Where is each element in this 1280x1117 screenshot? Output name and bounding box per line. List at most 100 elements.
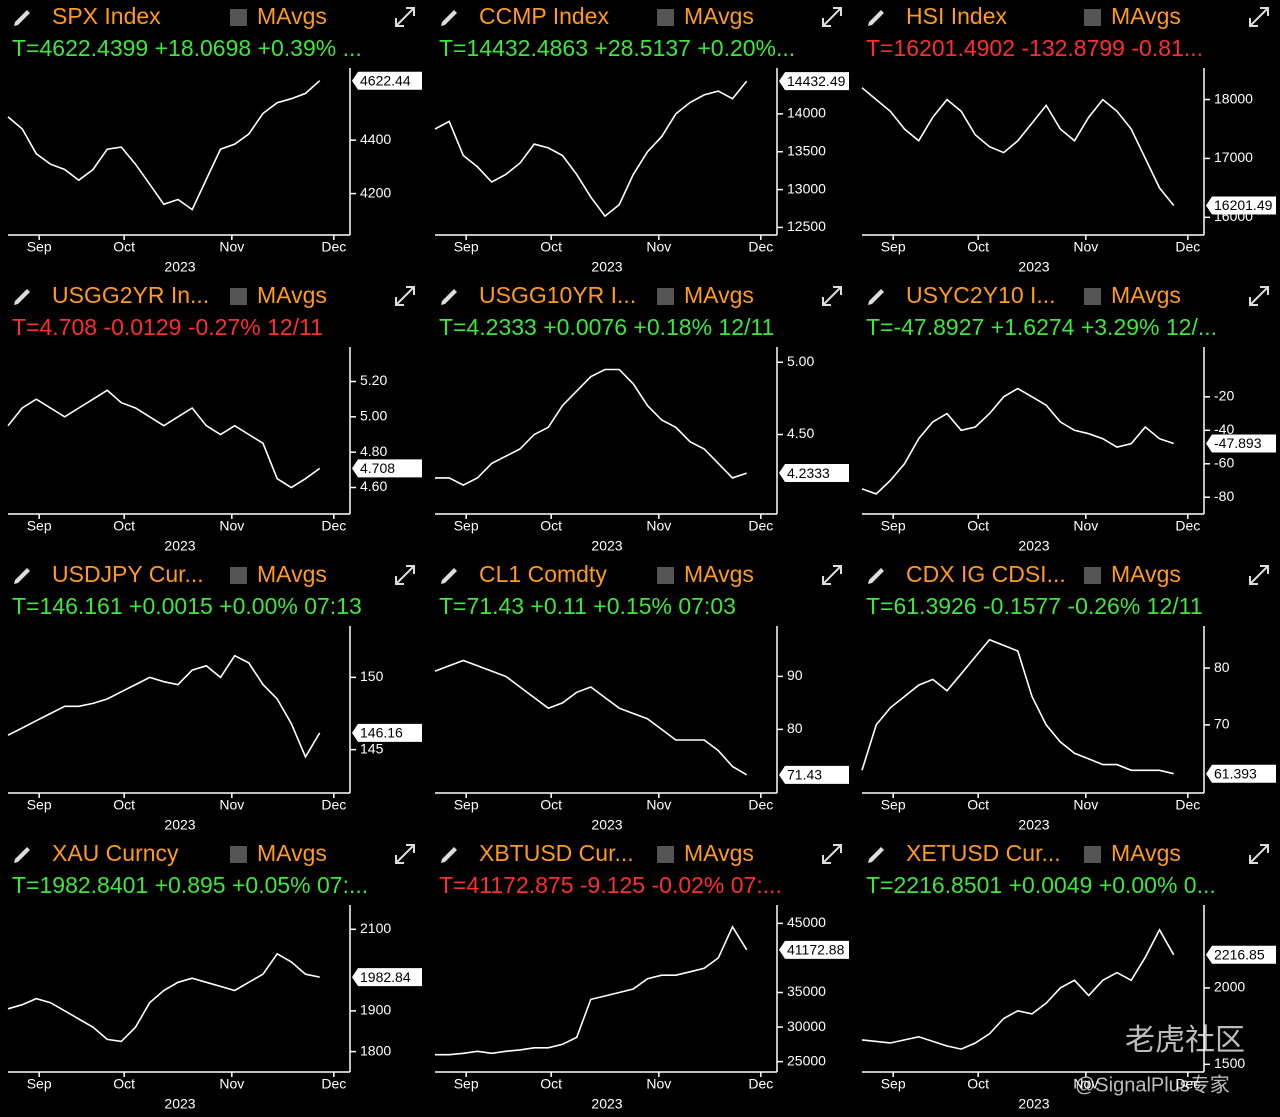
x-tick-label: Oct <box>967 1076 989 1092</box>
x-tick-label: Oct <box>967 518 989 534</box>
watermark-logo: 老虎社区 <box>1125 1024 1245 1057</box>
y-tick-label: 4.50 <box>787 425 814 441</box>
last-value-tag: 146.16 <box>352 723 422 742</box>
quote-line: T=41172.875 -9.125 -0.02% 07:... <box>439 872 782 898</box>
year-label: 2023 <box>591 1096 622 1112</box>
y-tick-label: 4.80 <box>360 443 387 459</box>
x-tick-label: Sep <box>881 518 906 534</box>
price-line <box>435 368 747 486</box>
price-line <box>7 952 320 1043</box>
y-tick-label: 80 <box>787 720 803 736</box>
last-value-label: 4.2333 <box>787 465 830 481</box>
legend-label: MAvgs <box>257 561 327 587</box>
x-tick-label: Nov <box>1073 239 1098 255</box>
year-label: 2023 <box>164 817 195 833</box>
expand-icon <box>1249 286 1269 306</box>
quote-line: T=1982.8401 +0.895 +0.05% 07:... <box>12 872 368 898</box>
legend-box <box>1084 288 1101 305</box>
panel-title: XAU Curncy <box>52 840 179 866</box>
edit-icon <box>14 10 30 26</box>
y-tick-label: 5.00 <box>787 353 814 369</box>
panel-title: HSI Index <box>906 3 1007 29</box>
last-value-tag: 14432.49 <box>779 72 849 91</box>
year-label: 2023 <box>164 259 195 275</box>
panel-title: XETUSD Cur... <box>906 840 1061 866</box>
x-tick-label: Nov <box>646 1076 671 1092</box>
y-tick-label: 13500 <box>787 142 826 158</box>
x-tick-label: Dec <box>321 518 346 534</box>
y-tick-label: 17000 <box>1214 149 1253 165</box>
y-tick-label: 14000 <box>787 105 826 121</box>
x-tick-label: Dec <box>748 239 773 255</box>
last-value-tag: -47.893 <box>1206 434 1276 453</box>
y-tick-label: 70 <box>1214 716 1230 732</box>
legend-box <box>1084 846 1101 863</box>
quote-line: T=4622.4399 +18.0698 +0.39% ... <box>12 35 362 61</box>
x-tick-label: Nov <box>646 518 671 534</box>
year-label: 2023 <box>164 1096 195 1112</box>
x-tick-label: Nov <box>219 1076 244 1092</box>
expand-icon <box>395 286 415 306</box>
y-tick-label: 4400 <box>360 131 391 147</box>
x-tick-label: Dec <box>1175 239 1200 255</box>
year-label: 2023 <box>591 817 622 833</box>
panel-title: USDJPY Cur... <box>52 561 204 587</box>
quote-line: T=71.43 +0.11 +0.15% 07:03 <box>439 593 736 619</box>
last-value-label: 41172.88 <box>787 942 845 958</box>
last-value-label: 1982.84 <box>360 969 411 985</box>
x-tick-label: Oct <box>540 518 562 534</box>
last-value-label: 2216.85 <box>1214 946 1265 962</box>
legend-label: MAvgs <box>684 3 754 29</box>
last-value-label: 71.43 <box>787 767 822 783</box>
y-tick-label: 45000 <box>787 914 826 930</box>
panel-title: SPX Index <box>52 3 161 29</box>
last-value-tag: 2216.85 <box>1206 945 1276 964</box>
price-line <box>434 659 748 776</box>
legend-box <box>657 9 674 26</box>
last-value-tag: 4.708 <box>352 459 422 478</box>
x-tick-label: Nov <box>646 797 671 813</box>
price-line <box>7 80 321 211</box>
last-value-box <box>352 459 422 478</box>
price-line <box>861 87 1175 207</box>
last-value-box <box>779 72 849 91</box>
x-tick-label: Oct <box>113 797 135 813</box>
y-tick-label: 35000 <box>787 983 826 999</box>
y-tick-label: 1900 <box>360 1002 391 1018</box>
y-tick-label: 5.20 <box>360 372 387 388</box>
y-tick-label: 2000 <box>1214 979 1245 995</box>
x-tick-label: Oct <box>967 239 989 255</box>
y-tick-label: 18000 <box>1214 90 1253 106</box>
price-line <box>861 928 1175 1050</box>
last-value-label: -47.893 <box>1214 435 1262 451</box>
x-tick-label: Sep <box>27 797 52 813</box>
quote-line: T=2216.8501 +0.0049 +0.00% 0... <box>866 872 1216 898</box>
expand-icon <box>822 7 842 27</box>
x-tick-label: Dec <box>748 797 773 813</box>
last-value-tag: 1982.84 <box>352 968 422 987</box>
quote-line: T=61.3926 -0.1577 -0.26% 12/11 <box>866 593 1203 619</box>
price-line <box>7 389 321 489</box>
x-tick-label: Sep <box>454 518 479 534</box>
y-tick-label: -20 <box>1214 388 1234 404</box>
legend-label: MAvgs <box>1111 561 1181 587</box>
legend-label: MAvgs <box>1111 3 1181 29</box>
y-tick-label: 1500 <box>1214 1055 1245 1071</box>
legend-label: MAvgs <box>1111 282 1181 308</box>
last-value-box <box>779 765 849 784</box>
x-tick-label: Nov <box>1073 1076 1098 1092</box>
edit-icon <box>441 289 457 305</box>
x-tick-label: Dec <box>1175 1076 1200 1092</box>
legend-box <box>657 567 674 584</box>
quote-line: T=4.2333 +0.0076 +0.18% 12/11 <box>439 314 774 340</box>
legend-label: MAvgs <box>684 840 754 866</box>
x-tick-label: Sep <box>27 518 52 534</box>
legend-box <box>657 288 674 305</box>
legend-label: MAvgs <box>257 840 327 866</box>
edit-icon <box>14 289 30 305</box>
x-tick-label: Dec <box>321 797 346 813</box>
year-label: 2023 <box>1018 538 1049 554</box>
last-value-label: 4.708 <box>360 460 395 476</box>
